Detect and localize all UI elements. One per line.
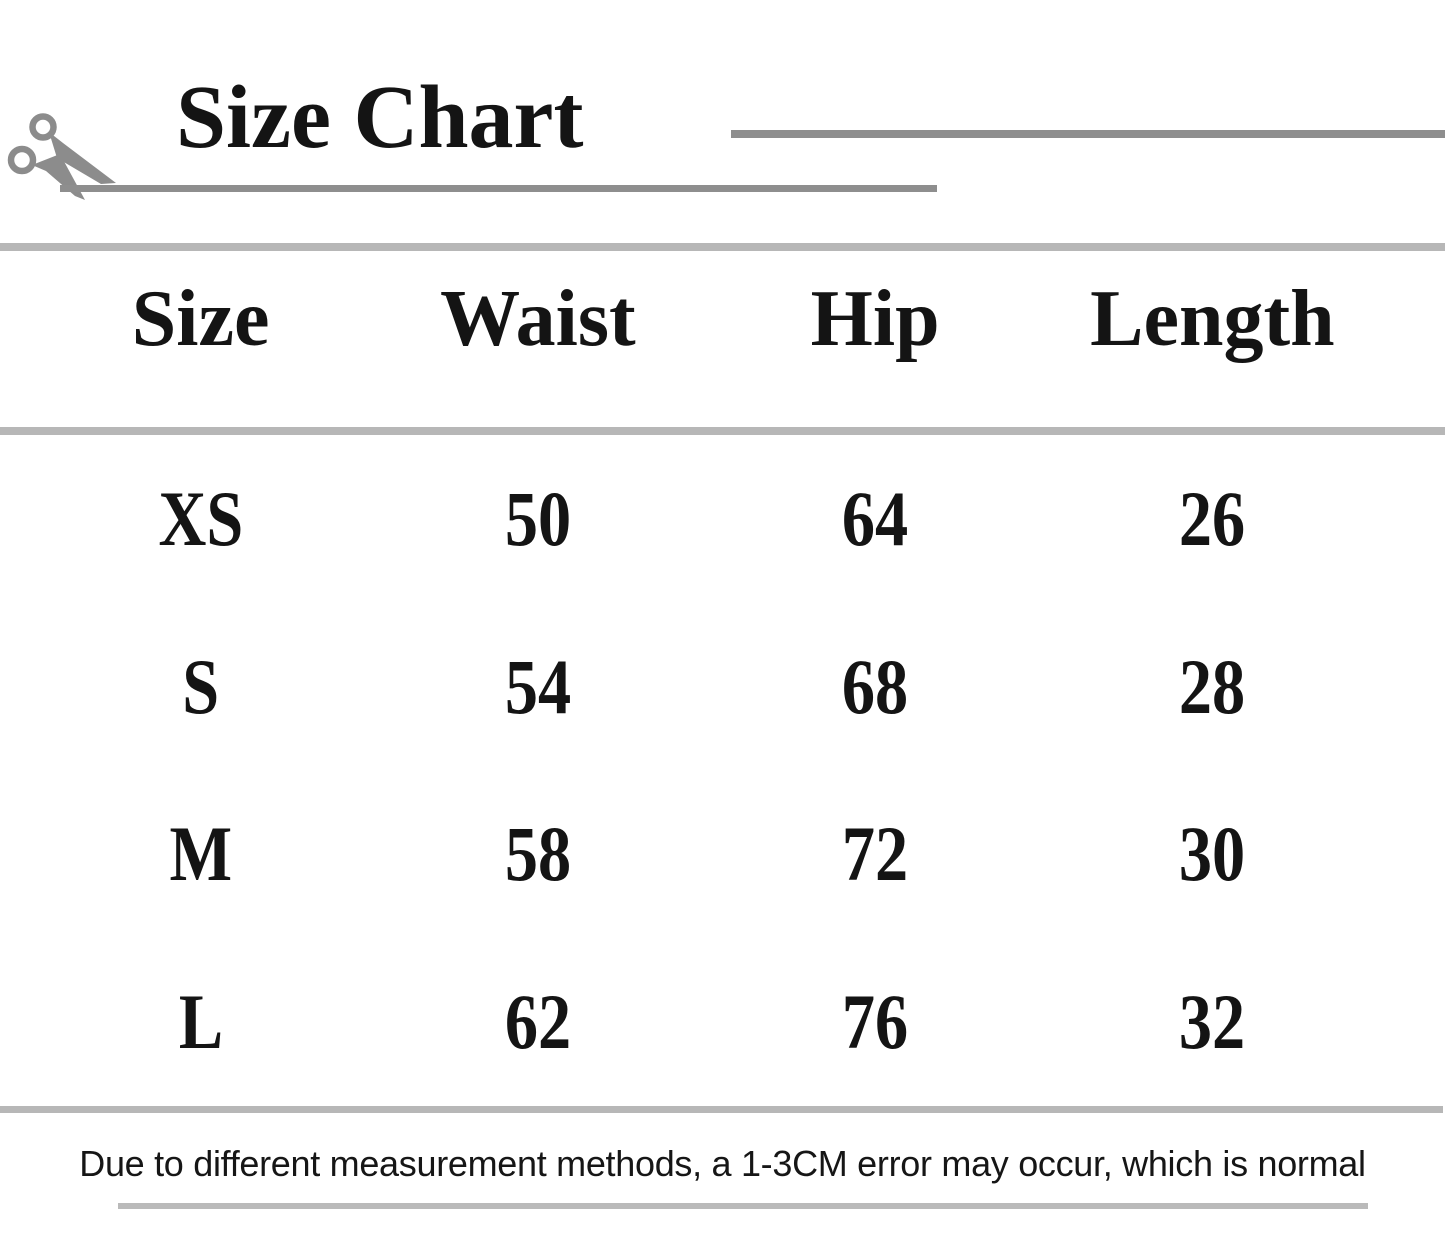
waist-value: 58 xyxy=(504,810,572,898)
note-underline-rule xyxy=(118,1203,1368,1209)
column-header-hip: Hip xyxy=(810,275,940,363)
size-value: S xyxy=(182,642,220,730)
size-value: XS xyxy=(158,474,244,562)
table-body: XS 50 64 26 S 54 68 28 M 58 72 30 L 62 7… xyxy=(32,435,1381,1106)
hip-value: 76 xyxy=(841,978,909,1066)
hip-value: 68 xyxy=(841,642,909,730)
page-title: Size Chart xyxy=(176,68,584,167)
waist-value: 54 xyxy=(504,642,572,730)
waist-value: 50 xyxy=(504,474,572,562)
divider-table-top xyxy=(0,243,1445,251)
length-value: 30 xyxy=(1179,810,1246,898)
table-header-row: Size Waist Hip Length xyxy=(32,251,1381,427)
measurement-note: Due to different measurement methods, a … xyxy=(79,1143,1366,1184)
cut-line-rule xyxy=(60,185,937,192)
size-value: L xyxy=(178,978,223,1066)
divider-header-bottom xyxy=(0,427,1445,435)
length-value: 26 xyxy=(1179,474,1246,562)
waist-value: 62 xyxy=(504,978,572,1066)
divider-table-bottom xyxy=(0,1106,1443,1113)
size-value: M xyxy=(169,810,232,898)
column-header-length: Length xyxy=(1090,275,1335,363)
hip-value: 64 xyxy=(841,474,909,562)
hip-value: 72 xyxy=(841,810,909,898)
length-value: 28 xyxy=(1179,642,1246,730)
column-header-size: Size xyxy=(131,275,270,363)
title-side-rule xyxy=(731,130,1445,138)
column-header-waist: Waist xyxy=(440,275,636,363)
length-value: 32 xyxy=(1179,978,1246,1066)
